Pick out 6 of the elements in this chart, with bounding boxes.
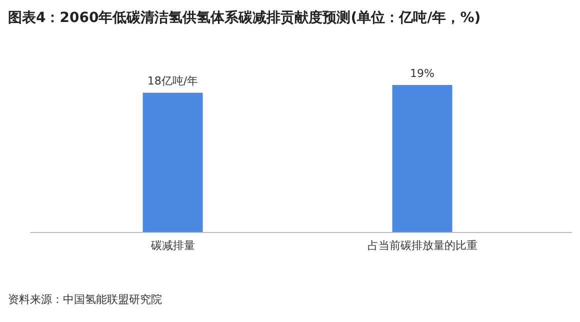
text: 资料来源：中国氢能联盟研究院	[8, 293, 162, 306]
x-tick-label: 占当前碳排放量的比重	[367, 239, 478, 252]
data-label: 19%	[410, 67, 434, 80]
data-label: 18亿吨/年	[147, 74, 198, 88]
x-tick-label: 碳减排量	[150, 239, 195, 252]
chart-title: 图表4：2060年低碳清洁氢供氢体系碳减排贡献度预测(单位：亿吨/年，%)	[8, 9, 481, 26]
